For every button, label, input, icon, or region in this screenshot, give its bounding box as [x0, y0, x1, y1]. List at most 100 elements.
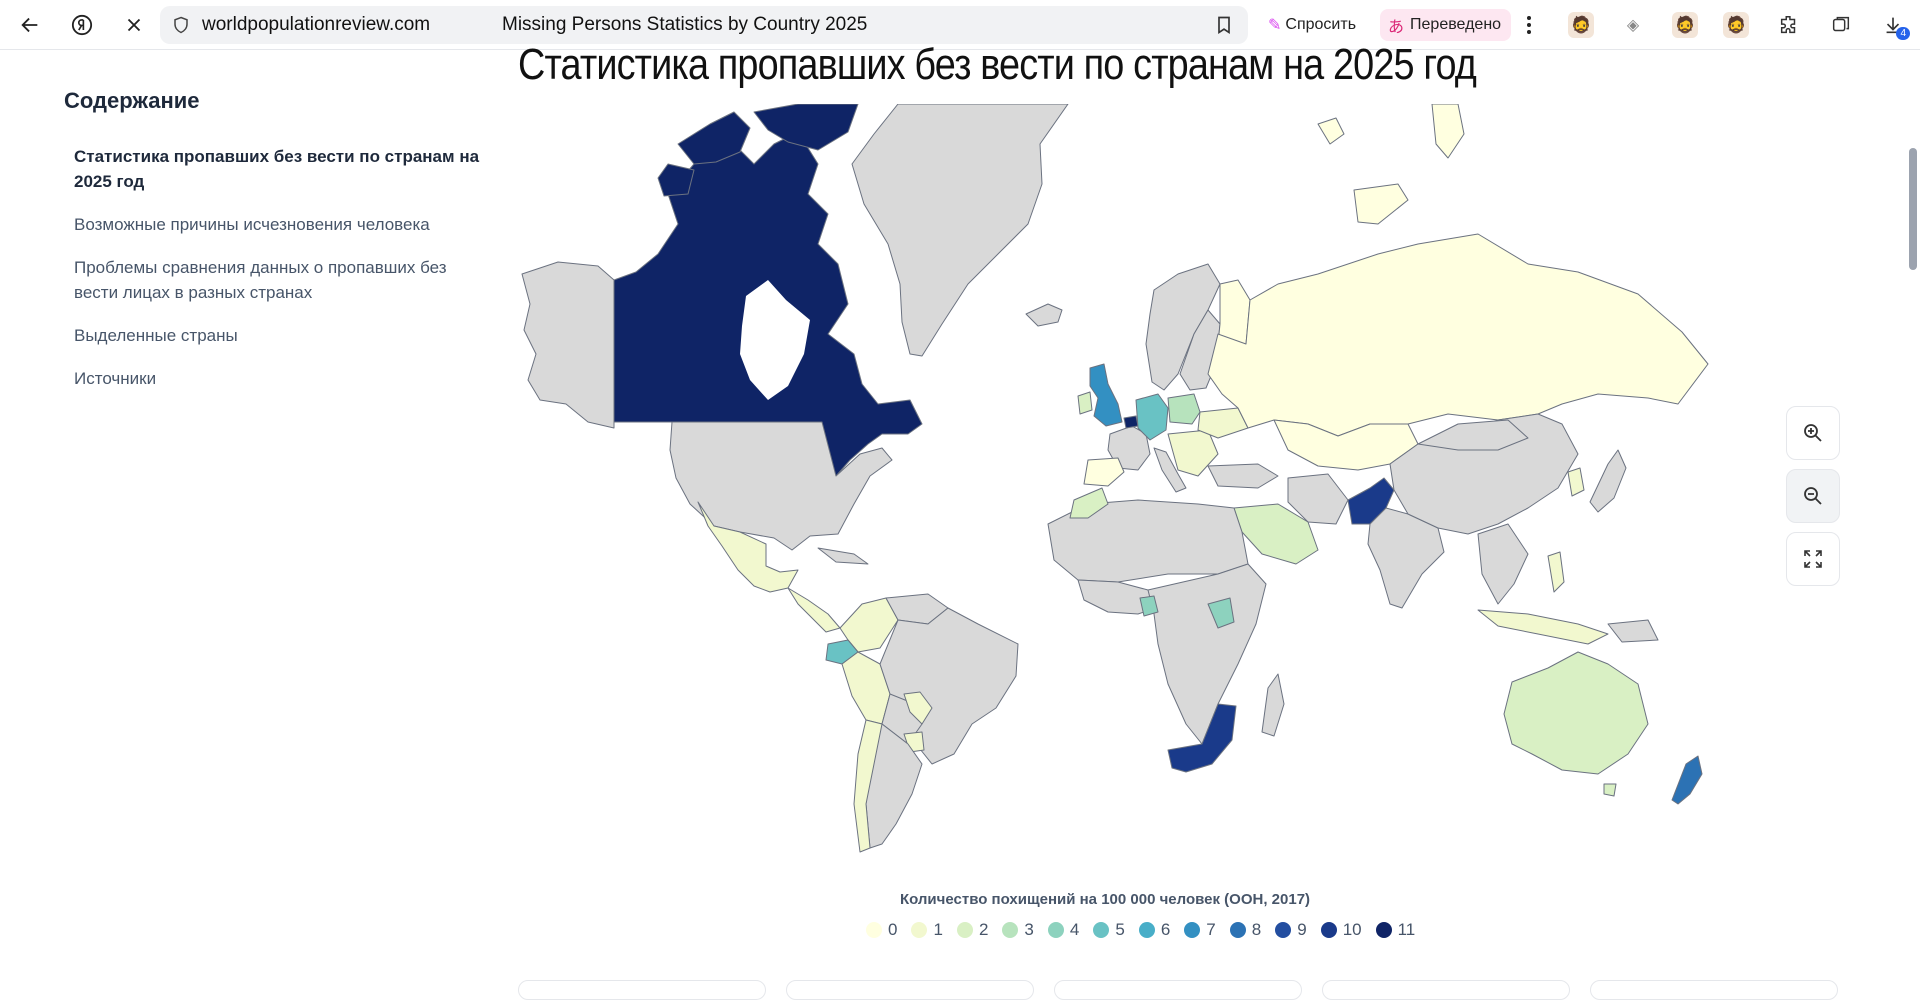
country-card[interactable] — [1322, 980, 1570, 1000]
map-region-norway[interactable] — [1145, 263, 1221, 391]
map-region-ukraine[interactable] — [1197, 407, 1249, 439]
country-card[interactable] — [518, 980, 766, 1000]
back-button[interactable] — [10, 5, 50, 45]
map-region-italy[interactable] — [1153, 447, 1187, 493]
yandex-icon — [71, 14, 93, 35]
scrollbar[interactable] — [1909, 148, 1917, 270]
toc-item-highlighted-countries[interactable]: Выделенные страны — [74, 326, 238, 345]
map-region-east-africa[interactable] — [1207, 597, 1235, 629]
extension-avatar-1-icon[interactable]: 🧔 — [1568, 12, 1594, 38]
map-region-turkey[interactable] — [1207, 463, 1279, 489]
map-region-novaya-zemlya[interactable] — [1431, 104, 1465, 159]
legend-item[interactable]: 9 — [1275, 920, 1307, 940]
tabs-icon[interactable] — [1828, 12, 1854, 38]
zoom-out-button[interactable] — [1786, 469, 1840, 523]
legend-item[interactable]: 5 — [1093, 920, 1125, 940]
map-region-russia[interactable] — [1207, 233, 1709, 437]
downloads-icon[interactable]: 4 — [1880, 12, 1910, 40]
map-region-central-america[interactable] — [787, 587, 841, 633]
map-region-iceland[interactable] — [1025, 303, 1063, 327]
legend-label: 0 — [888, 920, 898, 939]
toc-item-comparison-problems[interactable]: Проблемы сравнения данных о пропавших бе… — [74, 258, 447, 302]
map-region-uganda[interactable] — [1139, 595, 1159, 617]
map-region-paraguay[interactable] — [903, 691, 933, 725]
legend-item[interactable]: 4 — [1047, 920, 1079, 940]
map-region-poland[interactable] — [1167, 393, 1201, 425]
map-region-ireland[interactable] — [1077, 391, 1093, 415]
toc-item-sources[interactable]: Источники — [74, 369, 157, 388]
map-region-alaska[interactable] — [521, 261, 615, 429]
map-region-germany[interactable] — [1135, 393, 1169, 441]
map-region-pakistan[interactable] — [1347, 477, 1395, 525]
map-region-india[interactable] — [1367, 507, 1445, 609]
legend-label: 5 — [1115, 920, 1125, 939]
legend-swatch — [1184, 922, 1201, 938]
map-region-korea[interactable] — [1567, 467, 1585, 497]
legend-item[interactable]: 1 — [911, 920, 943, 940]
map-region-chile[interactable] — [853, 719, 883, 853]
legend-label: 7 — [1206, 920, 1216, 939]
toc-item-causes[interactable]: Возможные причины исчезновения человека — [74, 215, 430, 234]
map-region-south-africa[interactable] — [1167, 703, 1237, 773]
legend-item[interactable]: 10 — [1320, 920, 1362, 940]
legend-item[interactable]: 7 — [1184, 920, 1216, 940]
extension-icon[interactable] — [1776, 12, 1802, 38]
bookmark-icon[interactable] — [1214, 15, 1234, 35]
map-region-svalbard[interactable] — [1317, 117, 1345, 145]
zoom-in-button[interactable] — [1786, 406, 1840, 460]
map-region-tasmania[interactable] — [1603, 783, 1617, 797]
extension-box-icon[interactable]: ◈ — [1626, 17, 1640, 34]
map-region-usa[interactable] — [669, 421, 893, 551]
country-card[interactable] — [1590, 980, 1838, 1000]
map-region-central-africa[interactable] — [1147, 563, 1267, 745]
world-map[interactable] — [518, 104, 1780, 864]
map-region-canada-islands-2[interactable] — [753, 104, 859, 151]
map-region-southeast-asia[interactable] — [1477, 523, 1529, 605]
legend-title: Количество похищений на 100 000 человек … — [899, 891, 1311, 908]
world-map-svg[interactable] — [518, 104, 1780, 864]
legend-item[interactable]: 11 — [1375, 920, 1415, 940]
legend-item[interactable]: 6 — [1138, 920, 1170, 940]
address-bar[interactable]: worldpopulationreview.com Missing Person… — [160, 6, 1248, 44]
stop-button[interactable] — [114, 5, 154, 45]
extension-avatar-2-icon[interactable]: 🧔 — [1672, 12, 1698, 38]
map-region-philippines[interactable] — [1547, 551, 1565, 593]
map-region-canada-islands-3[interactable] — [657, 163, 695, 197]
map-region-saudi-arabia[interactable] — [1233, 503, 1319, 565]
extension-avatar-3-icon[interactable]: 🧔 — [1723, 12, 1749, 38]
map-region-madagascar[interactable] — [1261, 673, 1285, 737]
map-region-japan[interactable] — [1589, 449, 1627, 513]
map-region-iran[interactable] — [1287, 473, 1349, 525]
map-region-hudson-bay[interactable] — [740, 280, 810, 400]
legend-item[interactable]: 2 — [956, 920, 988, 940]
country-card[interactable] — [1054, 980, 1302, 1000]
map-region-australia[interactable] — [1503, 651, 1649, 775]
translated-button[interactable]: あ Переведено — [1380, 9, 1512, 41]
legend-item[interactable]: 8 — [1229, 920, 1261, 940]
map-region-arctic-russia-islands[interactable] — [1353, 183, 1409, 225]
map-region-canada-islands-1[interactable] — [677, 111, 751, 165]
country-card[interactable] — [786, 980, 1034, 1000]
map-region-cuba[interactable] — [817, 547, 869, 565]
more-icon[interactable] — [1522, 11, 1536, 39]
toc-item-statistics[interactable]: Статистика пропавших без вести по страна… — [74, 147, 480, 191]
map-region-spain[interactable] — [1083, 457, 1125, 487]
legend-swatch — [956, 922, 973, 938]
map-region-papua[interactable] — [1607, 619, 1659, 643]
fullscreen-button[interactable] — [1786, 532, 1840, 586]
map-region-greenland[interactable] — [851, 104, 1069, 357]
map-region-new-zealand[interactable] — [1671, 755, 1703, 805]
ask-button[interactable]: ✎ Спросить — [1262, 9, 1367, 41]
legend-item[interactable]: 0 — [866, 920, 897, 940]
legend-item[interactable]: 3 — [1002, 920, 1034, 940]
map-region-indonesia[interactable] — [1477, 609, 1609, 645]
toc-title: Содержание — [64, 88, 200, 113]
map-region-morocco[interactable] — [1069, 487, 1109, 519]
map-region-mexico[interactable] — [697, 501, 799, 593]
downloads-badge: 4 — [1896, 27, 1910, 40]
map-region-belgium[interactable] — [1123, 415, 1139, 429]
legend-swatch — [1320, 922, 1337, 938]
yandex-button[interactable] — [62, 5, 102, 45]
map-region-united-kingdom[interactable] — [1089, 363, 1123, 427]
map-region-mongolia[interactable] — [1417, 419, 1529, 451]
